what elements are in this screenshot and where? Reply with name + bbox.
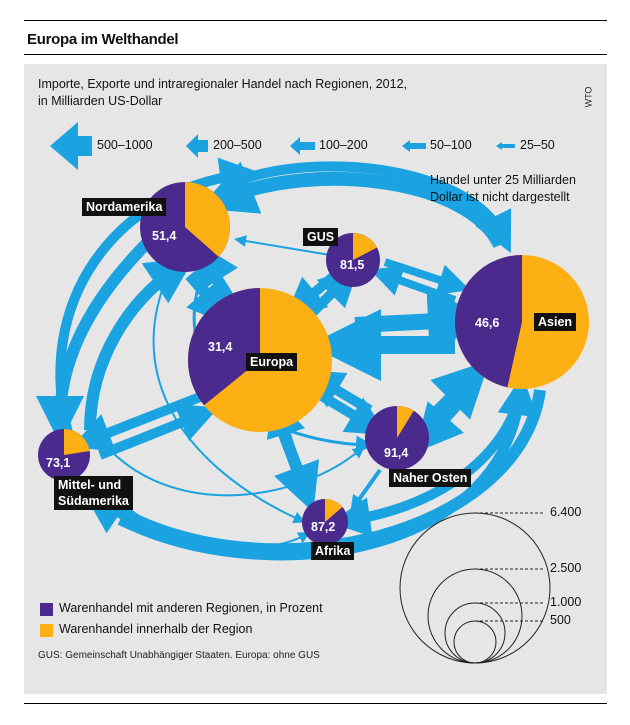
top-rule [24, 20, 607, 21]
flow-mittel-nordamerika [84, 256, 195, 431]
arrow-legend-50-100 [402, 140, 426, 152]
region-value-nordamerika: 51,4 [152, 229, 177, 243]
region-label-europa: Europa [246, 353, 298, 371]
subtitle: Importe, Exporte und intraregionaler Han… [38, 76, 458, 110]
flow-nordamerika-asien [238, 161, 512, 253]
size-scale-6400: 6.400 [550, 505, 582, 519]
source-label: WTO [583, 86, 594, 108]
region-label-mittel: Mittel- und Südamerika [54, 476, 133, 510]
arrow-legend-label-4: 50–100 [430, 138, 472, 152]
arrow-legend-25-50 [496, 142, 515, 150]
region-label-afrika: Afrika [311, 542, 355, 560]
region-value-afrika: 87,2 [311, 520, 336, 534]
flow-europa-asien [354, 289, 492, 354]
flow-gus-nordamerika [234, 235, 331, 256]
flow-nordamerika-mittel [36, 235, 155, 444]
region-label-nordamerika: Nordamerika [82, 198, 167, 216]
subtitle-line-2: in Milliarden US-Dollar [38, 94, 163, 108]
region-label-asien: Asien [534, 313, 577, 331]
flow-naher-osten-europa [302, 369, 373, 415]
region-mittel-pie [38, 429, 90, 481]
arrow-legend-100-200 [290, 137, 315, 155]
threshold-note-line-2: Dollar ist nicht dargestellt [430, 190, 570, 204]
region-afrika-pie [302, 499, 348, 545]
flow-europa-mittel [71, 390, 207, 452]
legend-swatch-purple [40, 603, 53, 616]
flow-nordamerika-afrika [152, 269, 306, 523]
region-gus-pie [326, 232, 380, 287]
headline: Europa im Welthandel [27, 31, 179, 48]
size-scale-1000: 1.000 [550, 595, 582, 609]
subtitle-line-1: Importe, Exporte und intraregionaler Han… [38, 77, 407, 91]
arrow-legend-label-3: 100–200 [319, 138, 368, 152]
legend-label-purple: Warenhandel mit anderen Regionen, in Pro… [59, 601, 323, 615]
footnote: GUS: Gemeinschaft Unabhängiger Staaten. … [38, 650, 320, 661]
legend-label-orange: Warenhandel innerhalb der Region [59, 622, 253, 636]
arrow-legend-label-1: 500–1000 [97, 138, 153, 152]
arrow-legend-500-1000 [50, 122, 92, 170]
legend-swatch-orange [40, 624, 53, 637]
region-label-mittel-line-1: Mittel- und [58, 478, 122, 492]
region-value-naher-osten: 91,4 [384, 446, 409, 460]
headline-rule [24, 54, 607, 55]
region-naher-osten-pie [365, 406, 429, 470]
threshold-note-line-1: Handel unter 25 Milliarden [430, 173, 576, 187]
arrow-size-legend [50, 122, 515, 170]
region-label-mittel-line-2: Südamerika [58, 494, 129, 508]
flow-mittel-asien [117, 375, 538, 561]
region-value-asien: 46,6 [475, 316, 500, 330]
flow-naher-osten-afrika [350, 468, 382, 512]
size-scale-500: 500 [550, 613, 571, 627]
flow-europa-nordamerika [192, 239, 239, 304]
region-value-gus: 81,5 [340, 258, 365, 272]
flow-asien-gus [369, 265, 457, 304]
region-label-gus: GUS [303, 228, 339, 246]
arrow-legend-200-500 [186, 134, 208, 158]
region-value-europa: 31,4 [208, 340, 233, 354]
flow-mittel-europa [98, 403, 219, 460]
region-asien-pie [454, 254, 589, 389]
size-scale-2500: 2.500 [550, 561, 582, 575]
arrow-legend-label-2: 200–500 [213, 138, 262, 152]
flow-asien-naher-osten [414, 391, 470, 454]
region-label-naher-osten: Naher Osten [389, 469, 472, 487]
arrow-legend-label-5: 25–50 [520, 138, 555, 152]
flow-europa-gus [306, 265, 360, 319]
region-nordamerika-pie [140, 182, 230, 272]
flow-mittel-afrika [109, 489, 311, 549]
flow-mittel-naher-osten [109, 446, 365, 497]
region-value-mittel: 73,1 [46, 456, 71, 470]
size-scale [399, 512, 551, 664]
threshold-note: Handel unter 25 Milliarden Dollar ist ni… [430, 172, 576, 206]
bottom-rule [24, 703, 607, 704]
